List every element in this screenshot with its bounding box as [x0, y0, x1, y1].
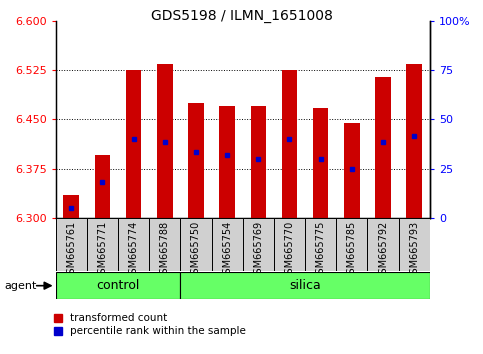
Bar — [212, 218, 242, 271]
Text: GSM665774: GSM665774 — [128, 221, 139, 280]
Bar — [282, 70, 298, 218]
Bar — [157, 64, 172, 218]
Bar — [126, 70, 142, 218]
Bar — [407, 64, 422, 218]
Text: GSM665770: GSM665770 — [284, 221, 295, 280]
Bar — [242, 218, 274, 271]
Bar — [344, 123, 360, 218]
Bar — [398, 218, 430, 271]
Bar — [118, 218, 149, 271]
Text: GSM665785: GSM665785 — [347, 221, 357, 280]
Text: GSM665771: GSM665771 — [98, 221, 107, 280]
Text: GSM665750: GSM665750 — [191, 221, 201, 280]
Text: agent: agent — [5, 281, 37, 291]
Bar — [149, 218, 180, 271]
Text: GSM665754: GSM665754 — [222, 221, 232, 280]
Bar — [180, 218, 212, 271]
Text: control: control — [96, 279, 140, 292]
Bar — [336, 218, 368, 271]
Text: GSM665788: GSM665788 — [160, 221, 170, 280]
Bar — [95, 155, 110, 218]
Bar — [375, 77, 391, 218]
Bar — [313, 108, 328, 218]
Legend: transformed count, percentile rank within the sample: transformed count, percentile rank withi… — [54, 313, 246, 336]
Bar — [188, 103, 204, 218]
Bar — [274, 218, 305, 271]
Text: GSM665775: GSM665775 — [316, 221, 326, 280]
Bar — [56, 218, 87, 271]
Bar — [368, 218, 398, 271]
Text: GSM665761: GSM665761 — [66, 221, 76, 280]
Text: GSM665792: GSM665792 — [378, 221, 388, 280]
Text: silica: silica — [289, 279, 321, 292]
Bar — [63, 195, 79, 218]
Text: GDS5198 / ILMN_1651008: GDS5198 / ILMN_1651008 — [151, 9, 332, 23]
Bar — [219, 106, 235, 218]
Text: GSM665793: GSM665793 — [409, 221, 419, 280]
Bar — [180, 272, 430, 299]
Bar — [251, 106, 266, 218]
Bar — [56, 272, 180, 299]
Text: GSM665769: GSM665769 — [253, 221, 263, 280]
Bar — [87, 218, 118, 271]
Bar — [305, 218, 336, 271]
